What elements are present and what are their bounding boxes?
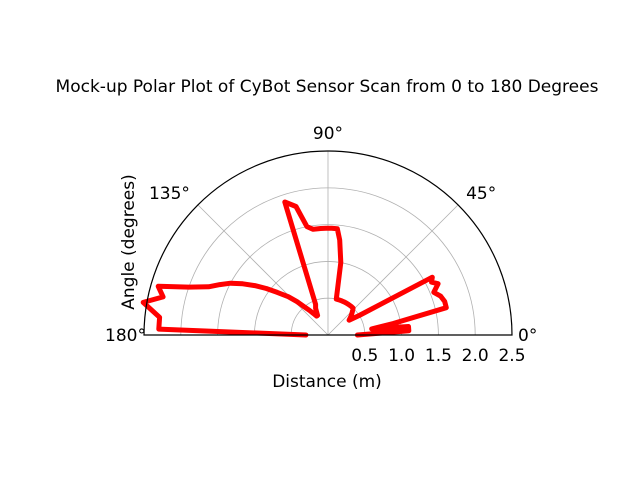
y-axis-label: Angle (degrees) [119, 174, 139, 309]
angle-tick-label-2: 90° [313, 124, 343, 144]
polar-frame [143, 150, 513, 336]
angle-tick-label-3: 135° [149, 184, 190, 204]
angle-tick-label-0: 0° [518, 326, 537, 346]
r-tick-label-1: 1.0 [388, 346, 415, 366]
r-tick-label-4: 2.5 [498, 346, 525, 366]
angular-gridline-1 [327, 204, 459, 336]
angle-tick-labels: 0° 45° 90° 135° 180° [105, 124, 537, 346]
angular-gridline-3 [197, 204, 329, 336]
r-tick-label-0: 0.5 [351, 346, 378, 366]
angle-tick-label-1: 45° [466, 184, 496, 204]
radius-tick-labels: 0.5 1.0 1.5 2.0 2.5 [351, 346, 525, 366]
r-tick-label-3: 2.0 [462, 346, 489, 366]
r-tick-label-2: 1.5 [425, 346, 452, 366]
series-line [140, 199, 449, 338]
polar-grid [180, 151, 476, 336]
x-axis-label: Distance (m) [272, 372, 382, 392]
chart-title: Mock-up Polar Plot of CyBot Sensor Scan … [56, 77, 599, 97]
angle-tick-label-4: 180° [105, 326, 146, 346]
